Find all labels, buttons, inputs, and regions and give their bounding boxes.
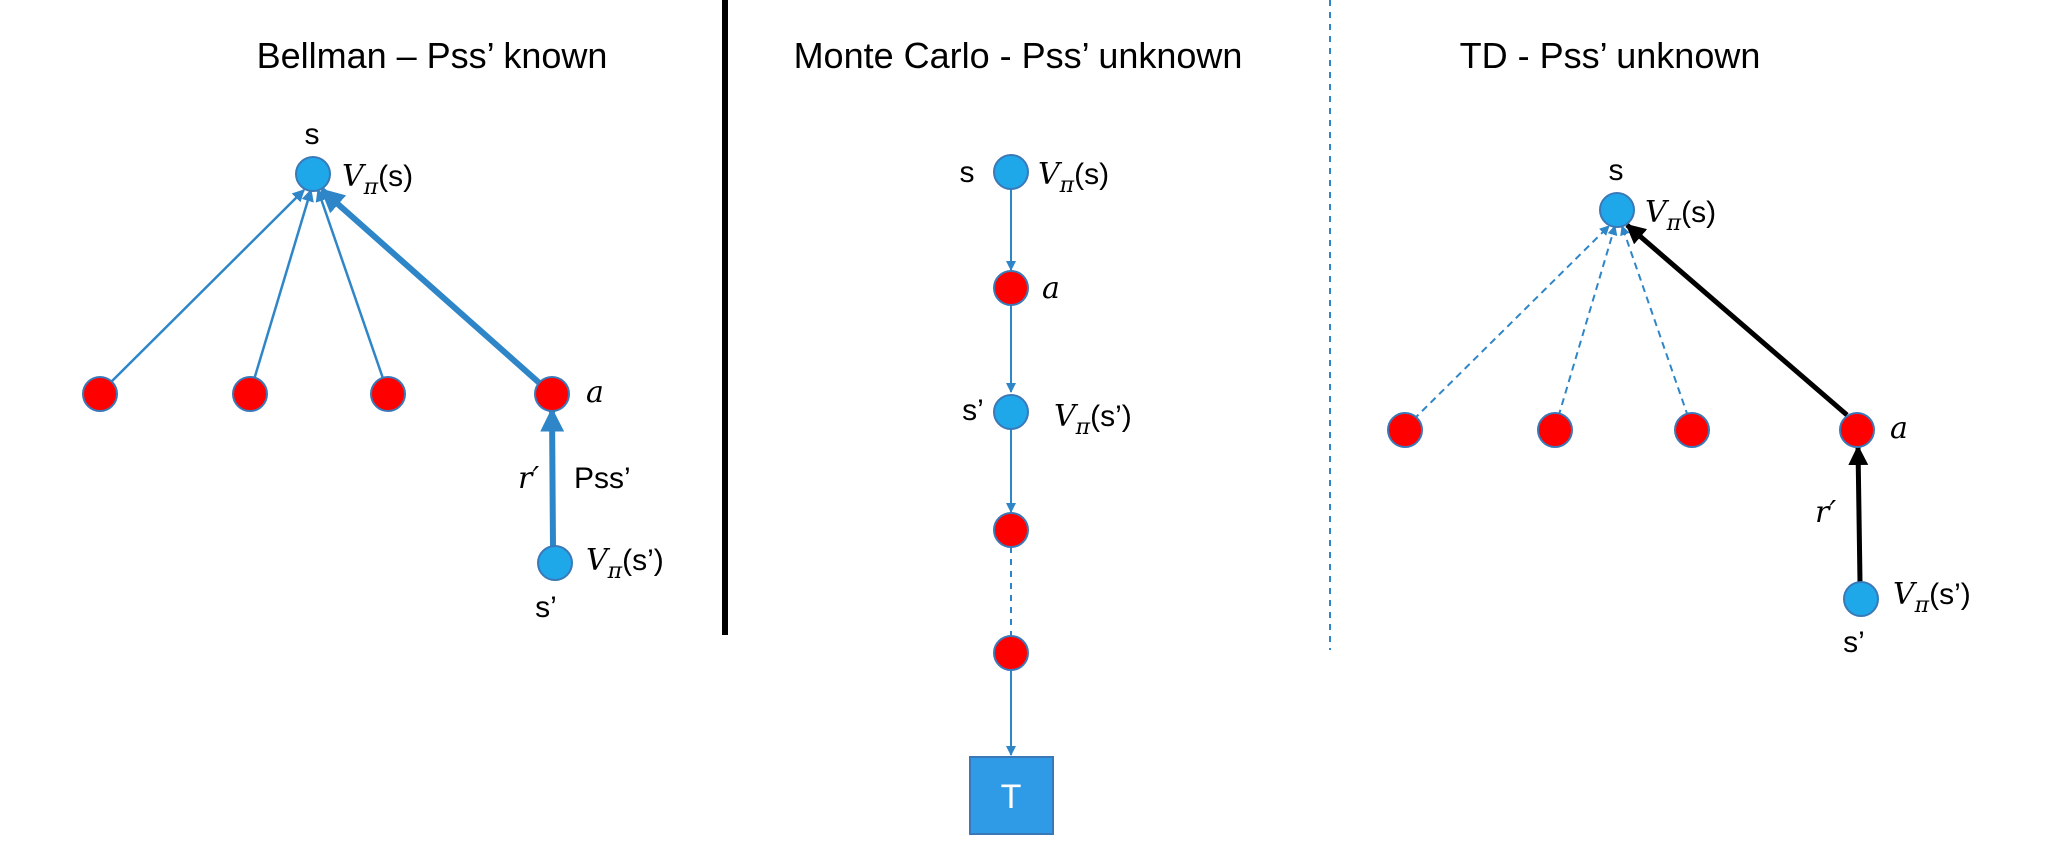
mc-terminal-label: T (1001, 778, 1022, 816)
td-next-state-node (1843, 581, 1879, 617)
td-edge-a (1625, 223, 1849, 417)
bellman-action-node-1 (82, 376, 118, 412)
td-panel: TD - Pss’ unknown s Vπ(s) a r′ Vπ(s’) s’ (1387, 35, 1971, 659)
td-a-label: a (1890, 411, 1908, 446)
bellman-edge-3 (315, 188, 390, 394)
td-sp-label: s’ (1843, 626, 1865, 659)
mc-a-label: a (1042, 271, 1060, 306)
td-action-node-1 (1387, 412, 1423, 448)
mc-terminal-node (969, 756, 1054, 835)
td-edge-2 (1554, 225, 1618, 429)
mc-next-state-node (993, 394, 1029, 430)
bellman-edge-r (540, 407, 565, 549)
bellman-pss-label: Pss’ (574, 462, 631, 495)
mc-state-node (993, 154, 1029, 190)
bellman-sp-label: s’ (535, 591, 557, 624)
bellman-state-node (295, 156, 331, 192)
mc-v-sp-label: Vπ(s’) (1054, 399, 1132, 440)
bellman-v-s-label: Vπ(s) (342, 159, 413, 200)
td-v-s-label: Vπ(s) (1645, 195, 1716, 236)
mc-sp-label: s’ (962, 394, 984, 427)
monte-carlo-title: Monte Carlo - Pss’ unknown (794, 35, 1243, 76)
bellman-edge-2 (248, 188, 314, 394)
mc-action-node-2 (993, 512, 1029, 548)
td-v-sp-label: Vπ(s’) (1893, 577, 1971, 618)
mc-v-s-label: Vπ(s) (1038, 157, 1109, 198)
td-action-node-3 (1674, 412, 1710, 448)
td-title: TD - Pss’ unknown (1460, 35, 1761, 76)
bellman-edge-a (320, 187, 547, 391)
bellman-title: Bellman – Pss’ known (257, 35, 608, 76)
td-action-node-2 (1537, 412, 1573, 448)
mc-s-label: s (960, 156, 975, 189)
bellman-s-label: s (305, 118, 320, 151)
td-s-label: s (1609, 154, 1624, 187)
monte-carlo-panel: Monte Carlo - Pss’ unknown s Vπ(s) a s’ … (794, 35, 1243, 835)
mc-action-node-3 (993, 635, 1029, 671)
mc-action-node (993, 270, 1029, 306)
td-state-node (1599, 192, 1635, 228)
bellman-action-node-a (534, 376, 570, 412)
td-edge-1 (1404, 225, 1610, 429)
td-action-node-a (1839, 412, 1875, 448)
bellman-panel: Bellman – Pss’ known s Vπ(s) a r′ Pss’ V… (82, 35, 664, 624)
bellman-action-node-3 (370, 376, 406, 412)
td-edge-r (1848, 445, 1869, 583)
td-edge-3 (1620, 225, 1693, 429)
bellman-action-node-2 (232, 376, 268, 412)
bellman-a-label: a (586, 375, 604, 410)
bellman-v-sp-label: Vπ(s’) (586, 543, 664, 584)
td-r-label: r′ (1815, 495, 1836, 530)
bellman-r-label: r′ (518, 461, 539, 496)
bellman-edge-1 (99, 189, 305, 394)
bellman-next-state-node (537, 545, 573, 581)
